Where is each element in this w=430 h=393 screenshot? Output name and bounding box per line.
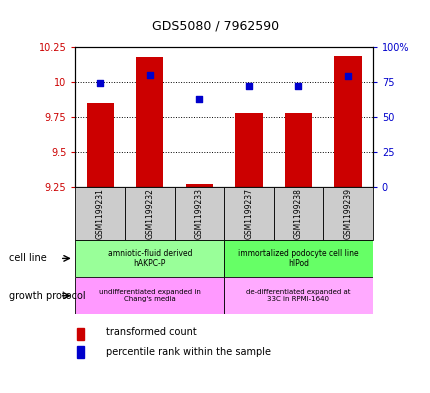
Point <box>245 83 252 89</box>
Bar <box>125 187 174 240</box>
Text: transformed count: transformed count <box>105 327 196 337</box>
Bar <box>185 184 212 187</box>
Text: undifferentiated expanded in
Chang's media: undifferentiated expanded in Chang's med… <box>98 289 200 302</box>
Bar <box>75 240 224 277</box>
Text: growth protocol: growth protocol <box>9 291 85 301</box>
Bar <box>136 57 163 187</box>
Text: de-differentiated expanded at
33C in RPMI-1640: de-differentiated expanded at 33C in RPM… <box>246 289 350 302</box>
Bar <box>75 187 125 240</box>
Bar <box>235 113 262 187</box>
Text: GDS5080 / 7962590: GDS5080 / 7962590 <box>152 19 278 32</box>
Bar <box>284 113 311 187</box>
Text: percentile rank within the sample: percentile rank within the sample <box>105 347 270 357</box>
Text: immortalized podocyte cell line
hIPod: immortalized podocyte cell line hIPod <box>238 249 358 268</box>
Bar <box>174 187 224 240</box>
Point <box>344 73 351 80</box>
Bar <box>77 328 84 340</box>
Point <box>146 72 153 78</box>
Text: GSM1199232: GSM1199232 <box>145 188 154 239</box>
Text: GSM1199233: GSM1199233 <box>194 188 203 239</box>
Point <box>96 80 103 86</box>
Bar <box>322 187 372 240</box>
Bar <box>273 187 322 240</box>
Bar <box>224 187 273 240</box>
Point <box>294 83 301 89</box>
Text: GSM1199239: GSM1199239 <box>343 188 352 239</box>
Text: GSM1199237: GSM1199237 <box>244 188 253 239</box>
Bar <box>75 277 224 314</box>
Text: amniotic-fluid derived
hAKPC-P: amniotic-fluid derived hAKPC-P <box>107 249 192 268</box>
Bar <box>224 240 372 277</box>
Point <box>195 95 203 102</box>
Bar <box>86 103 114 187</box>
Text: GSM1199231: GSM1199231 <box>95 188 104 239</box>
Text: GSM1199238: GSM1199238 <box>293 188 302 239</box>
Bar <box>77 346 84 358</box>
Bar <box>224 277 372 314</box>
Text: cell line: cell line <box>9 253 46 263</box>
Bar <box>334 55 361 187</box>
